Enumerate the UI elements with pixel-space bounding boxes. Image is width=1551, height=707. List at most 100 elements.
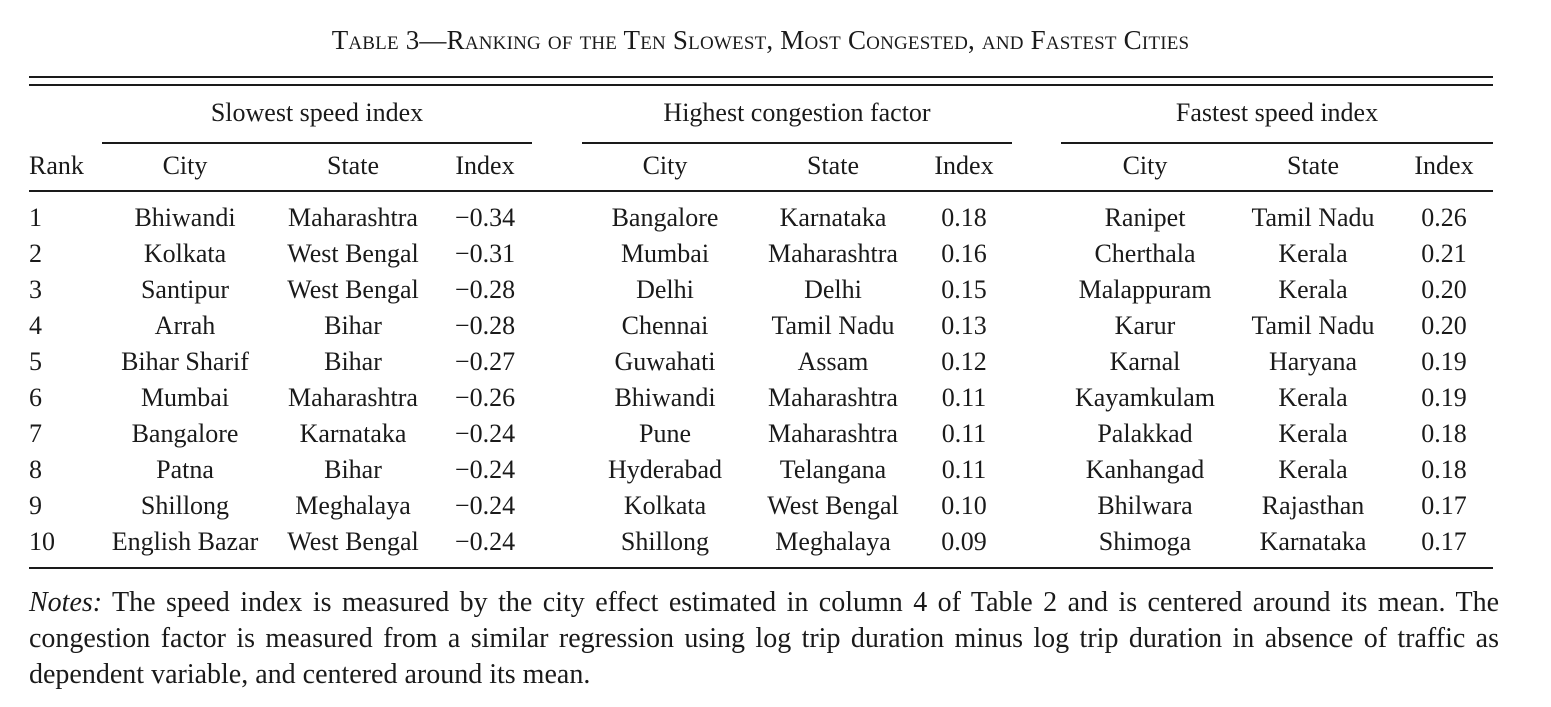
cell-rank: 8 — [29, 455, 42, 484]
cell-congestion-index: 0.11 — [941, 419, 987, 448]
cell-slowest-city: Bhiwandi — [134, 203, 236, 232]
cell-slowest-city: Bihar Sharif — [121, 347, 249, 376]
cell-congestion-city: Chennai — [621, 311, 709, 340]
cell-rank: 4 — [29, 311, 42, 340]
cell-slowest-city: English Bazar — [111, 527, 259, 556]
cell-rank: 5 — [29, 347, 42, 376]
col-header-congestion-index: Index — [934, 151, 994, 180]
cell-congestion-city: Mumbai — [620, 239, 710, 268]
cell-slowest-city: Kolkata — [143, 239, 227, 268]
notes-text: The speed index is measured by the city … — [29, 587, 1499, 690]
cell-slowest-state: Maharashtra — [288, 203, 418, 232]
cell-fastest-index: 0.21 — [1421, 239, 1467, 268]
cell-fastest-index: 0.19 — [1421, 383, 1467, 412]
cell-fastest-city: Kayamkulam — [1074, 383, 1216, 412]
cell-fastest-index: 0.18 — [1421, 455, 1467, 484]
cell-fastest-city: Karnal — [1109, 347, 1181, 376]
col-header-slowest-city: City — [162, 151, 208, 180]
col-header-fastest-city: City — [1122, 151, 1168, 180]
cell-fastest-state: Karnataka — [1259, 527, 1367, 556]
col-header-slowest-index: Index — [455, 151, 515, 180]
cell-fastest-state: Haryana — [1268, 347, 1358, 376]
cell-slowest-state: West Bengal — [287, 275, 419, 304]
cell-slowest-state: Meghalaya — [295, 491, 411, 520]
cell-rank: 6 — [29, 383, 42, 412]
cell-slowest-index: −0.24 — [454, 527, 516, 556]
cell-slowest-index: −0.24 — [454, 455, 516, 484]
cell-slowest-index: −0.31 — [454, 239, 516, 268]
cell-fastest-city: Bhilwara — [1097, 491, 1193, 520]
cell-fastest-index: 0.19 — [1421, 347, 1467, 376]
cell-slowest-city: Arrah — [154, 311, 216, 340]
group-header-fastest: Fastest speed index — [1175, 98, 1379, 127]
cell-fastest-state: Kerala — [1278, 383, 1348, 412]
cell-fastest-state: Kerala — [1278, 275, 1348, 304]
cell-congestion-state: West Bengal — [767, 491, 899, 520]
cell-fastest-city: Karur — [1114, 311, 1176, 340]
cell-slowest-city: Santipur — [140, 275, 230, 304]
col-header-rank: Rank — [29, 151, 84, 180]
cell-fastest-state: Kerala — [1278, 455, 1348, 484]
cell-congestion-state: Delhi — [804, 275, 862, 304]
cell-slowest-state: Karnataka — [299, 419, 407, 448]
cell-fastest-index: 0.18 — [1421, 419, 1467, 448]
cell-slowest-state: Maharashtra — [288, 383, 418, 412]
cell-congestion-state: Tamil Nadu — [771, 311, 895, 340]
cell-congestion-index: 0.16 — [941, 239, 987, 268]
cell-congestion-state: Telangana — [779, 455, 887, 484]
cell-congestion-city: Bangalore — [611, 203, 719, 232]
cell-congestion-index: 0.18 — [941, 203, 987, 232]
cell-slowest-city: Bangalore — [131, 419, 239, 448]
col-header-slowest-state: State — [327, 151, 379, 180]
cell-slowest-state: Bihar — [324, 455, 382, 484]
group-rule-slowest — [102, 142, 532, 144]
cell-congestion-index: 0.11 — [941, 383, 987, 412]
cell-slowest-state: West Bengal — [287, 527, 419, 556]
cell-rank: 10 — [29, 527, 55, 556]
cell-congestion-index: 0.13 — [941, 311, 987, 340]
cell-slowest-index: −0.24 — [454, 419, 516, 448]
top-rule-2 — [29, 84, 1493, 86]
cell-congestion-state: Meghalaya — [775, 527, 891, 556]
cell-fastest-city: Shimoga — [1098, 527, 1192, 556]
group-rule-fastest — [1061, 142, 1493, 144]
group-rule-congestion — [582, 142, 1012, 144]
cell-congestion-city: Shillong — [620, 527, 710, 556]
cell-fastest-index: 0.20 — [1421, 275, 1467, 304]
cell-slowest-index: −0.28 — [454, 311, 516, 340]
cell-fastest-index: 0.26 — [1421, 203, 1467, 232]
cell-congestion-city: Kolkata — [623, 491, 707, 520]
header-rule — [29, 190, 1493, 192]
cell-congestion-city: Pune — [639, 419, 691, 448]
cell-fastest-city: Malappuram — [1078, 275, 1212, 304]
cell-fastest-city: Ranipet — [1104, 203, 1186, 232]
cell-fastest-index: 0.17 — [1421, 527, 1467, 556]
cell-rank: 2 — [29, 239, 42, 268]
cell-fastest-state: Rajasthan — [1261, 491, 1365, 520]
cell-slowest-index: −0.27 — [454, 347, 516, 376]
group-header-slowest: Slowest speed index — [210, 98, 424, 127]
cell-rank: 9 — [29, 491, 42, 520]
cell-slowest-index: −0.28 — [454, 275, 516, 304]
col-header-congestion-state: State — [807, 151, 859, 180]
cell-fastest-index: 0.20 — [1421, 311, 1467, 340]
cell-congestion-city: Delhi — [636, 275, 694, 304]
table-notes: Notes: The speed index is measured by th… — [29, 585, 1499, 693]
cell-congestion-index: 0.09 — [941, 527, 987, 556]
cell-congestion-index: 0.15 — [941, 275, 987, 304]
cell-slowest-state: West Bengal — [287, 239, 419, 268]
cell-fastest-city: Palakkad — [1097, 419, 1193, 448]
cell-congestion-index: 0.12 — [941, 347, 987, 376]
cell-congestion-state: Maharashtra — [768, 239, 898, 268]
cell-congestion-state: Maharashtra — [768, 383, 898, 412]
col-header-fastest-state: State — [1287, 151, 1339, 180]
cell-fastest-city: Kanhangad — [1085, 455, 1205, 484]
cell-congestion-state: Karnataka — [779, 203, 887, 232]
cell-fastest-state: Kerala — [1278, 419, 1348, 448]
cell-fastest-state: Tamil Nadu — [1251, 311, 1375, 340]
notes-lead: Notes: — [29, 587, 103, 618]
cell-congestion-state: Maharashtra — [768, 419, 898, 448]
table-title: Table 3—Ranking of the Ten Slowest, Most… — [331, 25, 1190, 55]
cell-congestion-state: Assam — [797, 347, 869, 376]
cell-slowest-city: Mumbai — [140, 383, 230, 412]
